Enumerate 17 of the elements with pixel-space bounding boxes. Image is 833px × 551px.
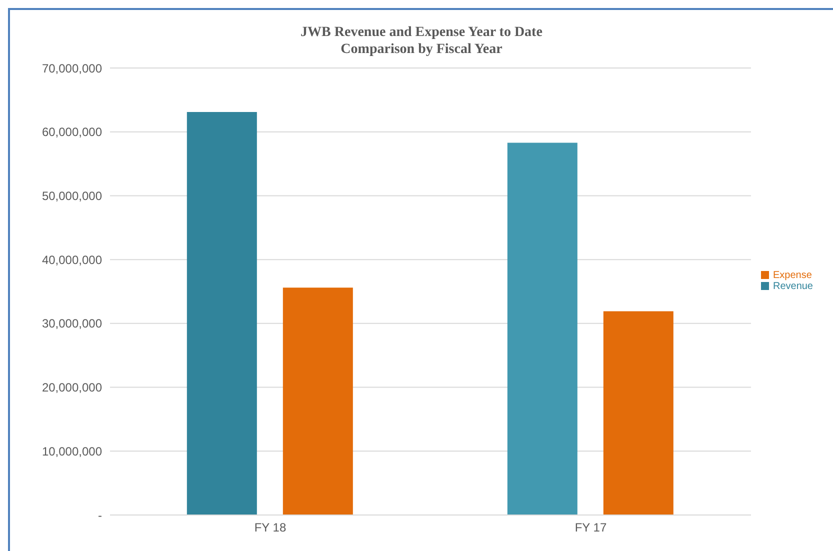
legend-label: Expense: [772, 270, 812, 280]
bar: [282, 288, 353, 515]
x-tick-label: FY 17: [574, 520, 607, 535]
bar: [186, 112, 257, 515]
chart-title: JWB Revenue and Expense Year to Date Comparison by Fiscal Year: [300, 24, 544, 58]
y-tick-label: 40,000,000: [42, 252, 102, 267]
legend-label: Revenue: [772, 280, 813, 292]
bar: [507, 142, 578, 515]
y-tick-label: 60,000,000: [42, 125, 102, 140]
y-tick-label: 30,000,000: [42, 316, 102, 331]
y-tick-label: 10,000,000: [42, 444, 102, 458]
y-tick-label: -: [98, 508, 102, 522]
bar: [603, 311, 674, 515]
y-tick-label: 20,000,000: [42, 380, 102, 395]
y-tick-label: 50,000,000: [42, 188, 102, 203]
y-tick-label: 70,000,000: [42, 61, 102, 76]
x-tick-label: FY 18: [254, 520, 286, 535]
